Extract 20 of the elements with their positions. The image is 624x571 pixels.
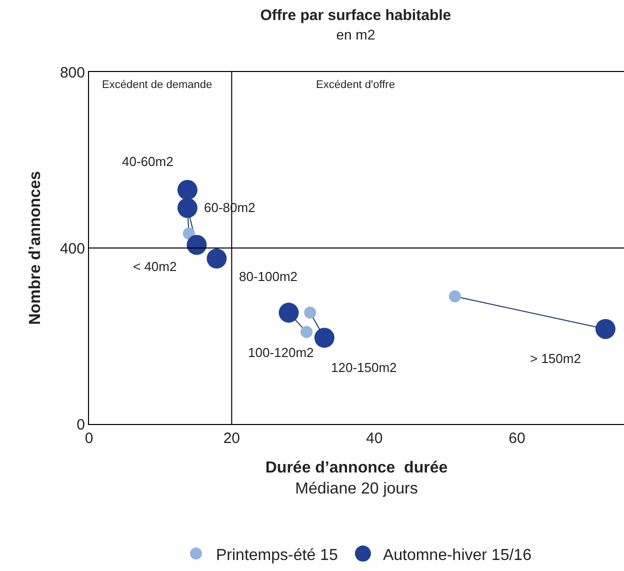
annotation: 120-150m2 bbox=[331, 360, 397, 375]
annotation: Excédent de demande bbox=[102, 79, 212, 91]
annotation: Excédent d'offre bbox=[316, 79, 395, 91]
annotation: > 150m2 bbox=[530, 351, 581, 366]
legend-label: Automne-hiver 15/16 bbox=[382, 546, 532, 564]
y-tick-label: 0 bbox=[76, 416, 85, 434]
y-tick-label: 400 bbox=[60, 240, 85, 258]
annotation: 80-100m2 bbox=[239, 269, 298, 284]
y-axis-title: Nombre d’annonces bbox=[26, 171, 44, 325]
annotation: 40-60m2 bbox=[122, 154, 174, 169]
x-axis-title: Durée d’annonce durée Médiane 20 jours bbox=[265, 460, 448, 498]
x-tick-label: 40 bbox=[366, 430, 383, 447]
x-tick-label: 60 bbox=[508, 430, 526, 447]
chart-title: Offre par surface habitable bbox=[260, 6, 452, 24]
legend-label: Printemps-été 15 bbox=[216, 546, 338, 564]
chart-subtitle: en m2 bbox=[336, 26, 376, 42]
y-tick-label: 800 bbox=[60, 64, 85, 82]
annotation: < 40m2 bbox=[133, 259, 177, 274]
annotation: 100-120m2 bbox=[248, 345, 314, 360]
x-tick-label: 20 bbox=[223, 430, 240, 447]
